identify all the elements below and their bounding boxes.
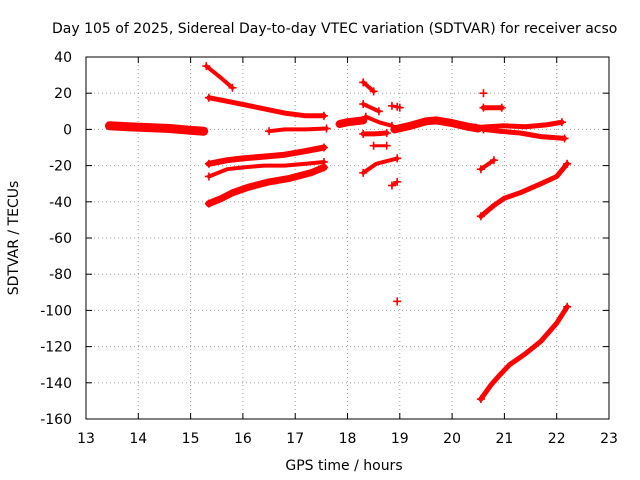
plus-marker bbox=[563, 302, 572, 311]
chart-title: Day 105 of 2025, Sidereal Day-to-day VTE… bbox=[52, 21, 617, 37]
plus-marker bbox=[476, 212, 485, 221]
y-tick-label: 40 bbox=[54, 50, 72, 66]
y-tick-label: -160 bbox=[40, 412, 72, 428]
series-arc-3 bbox=[206, 95, 327, 119]
plus-marker bbox=[387, 101, 396, 110]
x-tick-label: 15 bbox=[182, 431, 200, 447]
series-arc-2 bbox=[204, 64, 235, 90]
y-tick-label: -40 bbox=[49, 195, 72, 211]
data-point bbox=[395, 103, 404, 112]
x-tick-label: 13 bbox=[77, 431, 95, 447]
series-arc-4 bbox=[267, 126, 329, 134]
series-arc-18 bbox=[473, 119, 565, 131]
plus-marker bbox=[322, 124, 331, 133]
plus-marker bbox=[557, 118, 566, 127]
y-tick-labels: 40 20 0 -20 -40 -60 -80 -100 -120 -140 -160 bbox=[40, 50, 72, 428]
plus-marker bbox=[382, 141, 391, 150]
y-tick-label: -60 bbox=[49, 231, 72, 247]
plus-marker bbox=[202, 62, 211, 71]
plus-marker bbox=[560, 134, 569, 143]
y-tick-label: -100 bbox=[40, 303, 72, 319]
plus-marker bbox=[393, 154, 402, 163]
x-axis-label: GPS time / hours bbox=[285, 458, 402, 474]
plus-marker bbox=[369, 87, 378, 96]
plus-marker bbox=[374, 107, 383, 116]
x-tick-label: 22 bbox=[548, 431, 566, 447]
plus-marker bbox=[105, 121, 114, 130]
series-arc-9 bbox=[361, 80, 376, 94]
y-tick-label: 20 bbox=[54, 86, 72, 102]
data-series bbox=[105, 62, 572, 404]
plot-frame bbox=[85, 56, 610, 420]
plus-marker bbox=[563, 159, 572, 168]
plus-marker bbox=[204, 93, 213, 102]
y-axis-label: SDTVAR / TECUs bbox=[6, 181, 22, 296]
plus-marker bbox=[361, 112, 370, 121]
plus-marker bbox=[335, 119, 344, 128]
data-point bbox=[479, 89, 488, 98]
plus-marker bbox=[489, 156, 498, 165]
plus-marker bbox=[319, 163, 328, 172]
series-arc-10 bbox=[361, 102, 381, 114]
plus-marker bbox=[199, 127, 208, 136]
data-point bbox=[393, 297, 402, 306]
y-tick-label: -120 bbox=[40, 340, 72, 356]
grid-lines bbox=[86, 57, 609, 419]
series-arc-5 bbox=[205, 144, 327, 167]
y-tick-label: -20 bbox=[49, 159, 72, 175]
x-tick-label: 16 bbox=[234, 431, 252, 447]
series-arc-22 bbox=[478, 161, 570, 219]
plus-marker bbox=[319, 143, 328, 152]
plus-marker bbox=[204, 172, 213, 181]
series-arc-1 bbox=[105, 121, 209, 136]
x-tick-label: 19 bbox=[391, 431, 409, 447]
x-tick-label: 21 bbox=[495, 431, 513, 447]
plus-marker bbox=[204, 199, 213, 208]
x-tick-labels: 13 14 15 16 17 18 19 20 21 22 23 bbox=[77, 431, 618, 447]
series-arc-14 bbox=[361, 156, 400, 175]
plus-marker bbox=[369, 141, 378, 150]
x-tick-label: 23 bbox=[600, 431, 618, 447]
series-arc-19 bbox=[481, 126, 567, 141]
series-arc-23 bbox=[478, 304, 570, 402]
plus-marker bbox=[265, 127, 274, 136]
plus-marker bbox=[393, 177, 402, 186]
series-arc-17 bbox=[390, 116, 483, 134]
plus-marker bbox=[479, 103, 488, 112]
plus-marker bbox=[359, 129, 368, 138]
x-tick-label: 20 bbox=[443, 431, 461, 447]
plus-marker bbox=[359, 168, 368, 177]
series-arc-7 bbox=[205, 163, 328, 208]
x-tick-label: 17 bbox=[286, 431, 304, 447]
axis-ticks bbox=[85, 56, 610, 420]
plus-marker bbox=[387, 181, 396, 190]
plus-marker bbox=[476, 165, 485, 174]
series-arc-6 bbox=[206, 160, 326, 179]
plus-marker bbox=[479, 125, 488, 134]
y-tick-label: 0 bbox=[63, 122, 72, 138]
series-arc-11 bbox=[363, 114, 394, 128]
plus-marker bbox=[204, 159, 213, 168]
plus-marker bbox=[497, 103, 506, 112]
plus-marker bbox=[228, 83, 237, 92]
y-tick-label: -140 bbox=[40, 376, 72, 392]
series-arc-21 bbox=[478, 158, 496, 172]
plus-marker bbox=[319, 111, 328, 120]
plus-marker bbox=[471, 123, 480, 132]
y-tick-label: -80 bbox=[49, 267, 72, 283]
plus-marker bbox=[390, 125, 399, 134]
x-tick-label: 14 bbox=[129, 431, 147, 447]
plus-marker bbox=[359, 100, 368, 109]
plus-marker bbox=[476, 395, 485, 404]
x-tick-label: 18 bbox=[339, 431, 357, 447]
plus-marker bbox=[382, 129, 391, 138]
plus-marker bbox=[359, 78, 368, 87]
